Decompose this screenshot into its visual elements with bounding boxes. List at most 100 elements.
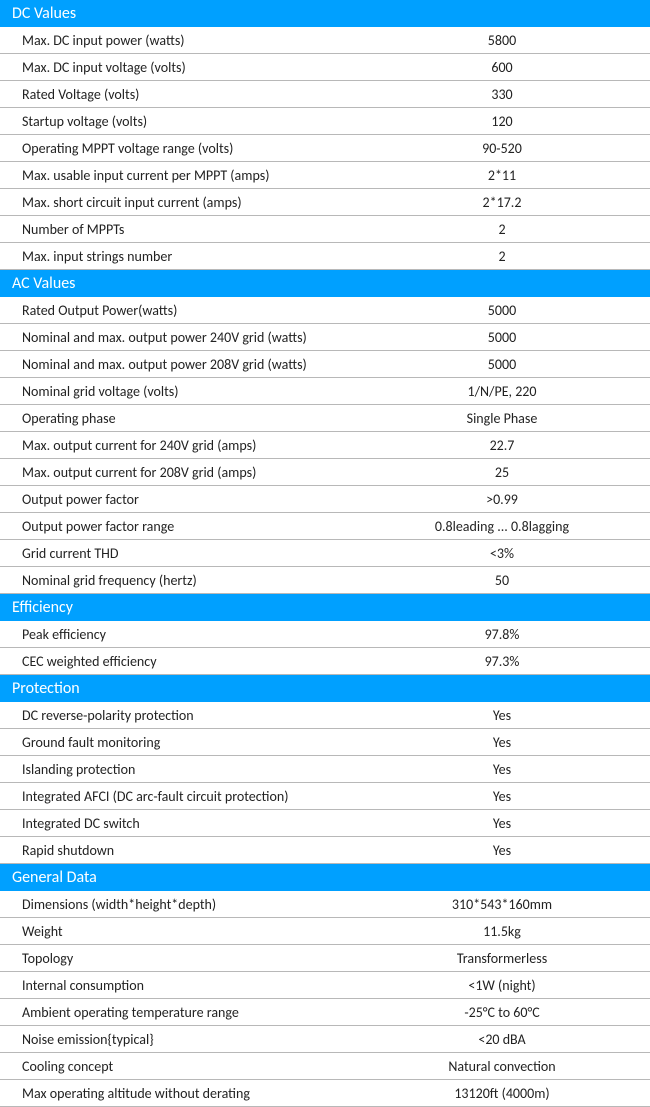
spec-label: Grid current THD <box>0 545 364 562</box>
spec-row: Ambient operating temperature range-25°C… <box>0 999 650 1026</box>
spec-label: Islanding protection <box>0 761 364 778</box>
spec-label: Max. output current for 208V grid (amps) <box>0 464 364 481</box>
spec-value: <20 dBA <box>364 1031 650 1048</box>
spec-row: Output power factor range0.8leading ... … <box>0 513 650 540</box>
spec-label: Noise emission{typical} <box>0 1031 364 1048</box>
spec-row: Max operating altitude without derating1… <box>0 1080 650 1107</box>
spec-value: 5000 <box>364 356 650 373</box>
spec-label: Max. DC input voltage (volts) <box>0 59 364 76</box>
spec-row: Internal consumption<1W (night) <box>0 972 650 999</box>
spec-label: CEC weighted efficiency <box>0 653 364 670</box>
spec-label: Max. input strings number <box>0 248 364 265</box>
spec-value: 97.8% <box>364 626 650 643</box>
spec-row: Max. usable input current per MPPT (amps… <box>0 162 650 189</box>
spec-value: 120 <box>364 113 650 130</box>
spec-row: Integrated DC switchYes <box>0 810 650 837</box>
section-header: DC Values <box>0 0 650 27</box>
spec-label: Operating phase <box>0 410 364 427</box>
spec-value: 5000 <box>364 329 650 346</box>
spec-row: Max. input strings number2 <box>0 243 650 270</box>
spec-label: Output power factor <box>0 491 364 508</box>
spec-label: Topology <box>0 950 364 967</box>
spec-row: CEC weighted efficiency97.3% <box>0 648 650 675</box>
spec-row: Cooling conceptNatural convection <box>0 1053 650 1080</box>
spec-row: Max. DC input power (watts)5800 <box>0 27 650 54</box>
spec-value: 25 <box>364 464 650 481</box>
spec-value: Single Phase <box>364 410 650 427</box>
spec-label: Output power factor range <box>0 518 364 535</box>
spec-row: Operating phaseSingle Phase <box>0 405 650 432</box>
spec-value: 330 <box>364 86 650 103</box>
spec-value: <1W (night) <box>364 977 650 994</box>
spec-row: Startup voltage (volts)120 <box>0 108 650 135</box>
spec-value: 11.5kg <box>364 923 650 940</box>
spec-label: Integrated DC switch <box>0 815 364 832</box>
spec-row: Output power factor>0.99 <box>0 486 650 513</box>
spec-row: Nominal grid voltage (volts)1/N/PE, 220 <box>0 378 650 405</box>
spec-label: Max. short circuit input current (amps) <box>0 194 364 211</box>
spec-value: Transformerless <box>364 950 650 967</box>
spec-value: 50 <box>364 572 650 589</box>
spec-value: 600 <box>364 59 650 76</box>
spec-row: TopologyTransformerless <box>0 945 650 972</box>
spec-row: Rapid shutdownYes <box>0 837 650 864</box>
spec-row: Noise emission{typical}<20 dBA <box>0 1026 650 1053</box>
spec-label: Operating MPPT voltage range (volts) <box>0 140 364 157</box>
spec-row: Max. short circuit input current (amps)2… <box>0 189 650 216</box>
spec-label: Integrated AFCI (DC arc-fault circuit pr… <box>0 788 364 805</box>
spec-row: Peak efficiency97.8% <box>0 621 650 648</box>
spec-value: 2*17.2 <box>364 194 650 211</box>
spec-label: Nominal grid frequency (hertz) <box>0 572 364 589</box>
spec-label: Max. DC input power (watts) <box>0 32 364 49</box>
spec-row: Number of MPPTs2 <box>0 216 650 243</box>
spec-value: 1/N/PE, 220 <box>364 383 650 400</box>
spec-value: Yes <box>364 788 650 805</box>
spec-value: Yes <box>364 707 650 724</box>
spec-value: Yes <box>364 734 650 751</box>
spec-label: Internal consumption <box>0 977 364 994</box>
spec-label: Rated Output Power(watts) <box>0 302 364 319</box>
spec-value: <3% <box>364 545 650 562</box>
spec-label: Startup voltage (volts) <box>0 113 364 130</box>
section-header: Efficiency <box>0 594 650 621</box>
spec-row: Nominal grid frequency (hertz)50 <box>0 567 650 594</box>
spec-label: Weight <box>0 923 364 940</box>
spec-value: 5800 <box>364 32 650 49</box>
spec-row: Grid current THD<3% <box>0 540 650 567</box>
spec-value: >0.99 <box>364 491 650 508</box>
spec-row: Dimensions (width*height*depth)310*543*1… <box>0 891 650 918</box>
spec-label: Ambient operating temperature range <box>0 1004 364 1021</box>
spec-label: Max. usable input current per MPPT (amps… <box>0 167 364 184</box>
spec-value: 2 <box>364 248 650 265</box>
spec-value: 97.3% <box>364 653 650 670</box>
spec-row: DC reverse-polarity protectionYes <box>0 702 650 729</box>
spec-row: Rated Voltage (volts)330 <box>0 81 650 108</box>
spec-label: Number of MPPTs <box>0 221 364 238</box>
spec-row: Max. output current for 240V grid (amps)… <box>0 432 650 459</box>
spec-row: Integrated AFCI (DC arc-fault circuit pr… <box>0 783 650 810</box>
spec-table: DC ValuesMax. DC input power (watts)5800… <box>0 0 650 1107</box>
spec-row: Weight11.5kg <box>0 918 650 945</box>
spec-value: 13120ft (4000m) <box>364 1085 650 1102</box>
spec-row: Islanding protectionYes <box>0 756 650 783</box>
spec-value: -25°C to 60°C <box>364 1004 650 1021</box>
spec-row: Rated Output Power(watts)5000 <box>0 297 650 324</box>
spec-row: Nominal and max. output power 208V grid … <box>0 351 650 378</box>
section-header: Protection <box>0 675 650 702</box>
spec-value: Yes <box>364 815 650 832</box>
spec-value: Natural convection <box>364 1058 650 1075</box>
spec-label: Nominal and max. output power 208V grid … <box>0 356 364 373</box>
spec-value: 90-520 <box>364 140 650 157</box>
spec-row: Ground fault monitoringYes <box>0 729 650 756</box>
spec-label: Nominal grid voltage (volts) <box>0 383 364 400</box>
spec-value: 0.8leading ... 0.8lagging <box>364 518 650 535</box>
spec-row: Max. DC input voltage (volts)600 <box>0 54 650 81</box>
spec-row: Operating MPPT voltage range (volts)90-5… <box>0 135 650 162</box>
section-header: General Data <box>0 864 650 891</box>
spec-value: 5000 <box>364 302 650 319</box>
spec-label: Cooling concept <box>0 1058 364 1075</box>
spec-label: Nominal and max. output power 240V grid … <box>0 329 364 346</box>
spec-value: 2 <box>364 221 650 238</box>
spec-label: Rated Voltage (volts) <box>0 86 364 103</box>
spec-label: Ground fault monitoring <box>0 734 364 751</box>
